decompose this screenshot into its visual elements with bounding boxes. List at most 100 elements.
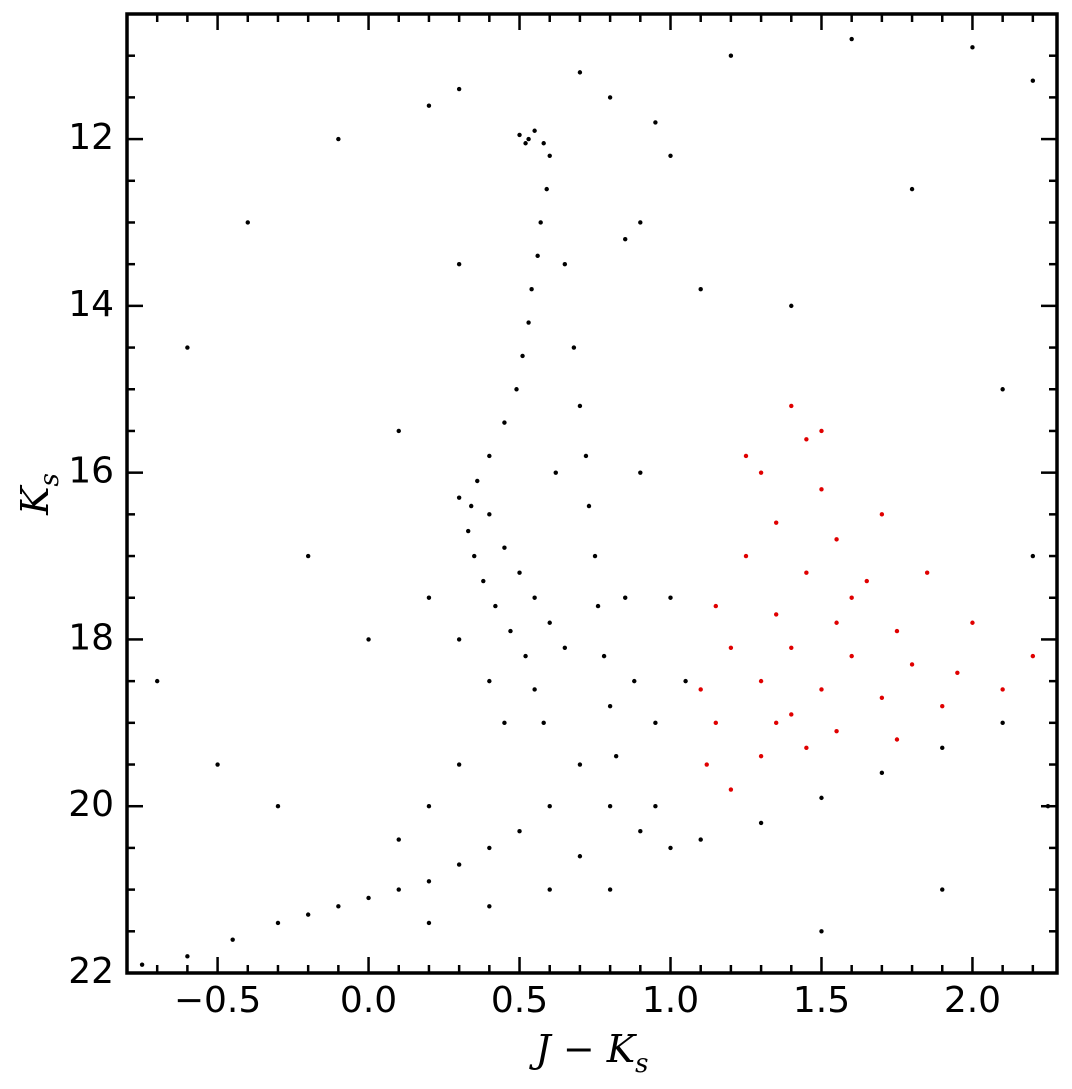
point: [879, 695, 885, 701]
point: [547, 620, 552, 625]
point: [653, 804, 658, 809]
point: [819, 428, 824, 434]
point: [601, 653, 607, 659]
point: [758, 753, 764, 759]
point: [819, 929, 824, 934]
point: [535, 253, 540, 259]
point: [653, 720, 658, 726]
point: [773, 520, 779, 525]
point: [668, 845, 673, 851]
point: [456, 495, 462, 500]
point: [366, 895, 371, 901]
x-axis-label: J − Ks: [529, 1027, 649, 1079]
point: [698, 837, 703, 842]
point: [613, 753, 619, 759]
point: [758, 820, 764, 826]
point: [396, 837, 401, 842]
point: [215, 762, 220, 767]
point: [336, 136, 341, 142]
point: [819, 487, 824, 492]
point: [632, 678, 637, 684]
point: [940, 887, 945, 892]
point: [728, 53, 734, 58]
point: [728, 645, 734, 650]
point: [789, 403, 794, 409]
point: [541, 720, 546, 726]
point: [541, 141, 546, 146]
point: [538, 220, 543, 225]
point: [894, 628, 900, 634]
point: [472, 553, 477, 559]
point: [577, 762, 583, 767]
point: [638, 470, 643, 475]
x-tick-label: 2.0: [944, 980, 1001, 1021]
point: [426, 879, 432, 884]
x-label-sub: s: [635, 1049, 648, 1079]
point: [508, 628, 513, 634]
point: [607, 804, 613, 809]
point: [773, 720, 779, 726]
point: [456, 862, 462, 867]
point: [562, 645, 568, 650]
point: [789, 645, 794, 650]
x-tick-label: 1.5: [793, 980, 850, 1021]
point: [758, 678, 764, 684]
point: [481, 578, 486, 584]
point: [526, 320, 531, 325]
point: [487, 678, 492, 684]
point: [469, 503, 474, 509]
point: [426, 103, 432, 108]
point: [544, 186, 549, 192]
point: [592, 553, 598, 559]
point: [819, 795, 824, 801]
point: [789, 303, 794, 309]
point: [245, 220, 250, 225]
point: [487, 845, 492, 851]
point: [456, 261, 462, 267]
point: [623, 595, 628, 600]
point: [426, 804, 432, 809]
point: [955, 670, 960, 675]
point: [819, 687, 824, 692]
point: [571, 345, 577, 350]
point: [577, 70, 583, 75]
point: [879, 512, 885, 517]
point: [940, 703, 945, 709]
point: [713, 603, 718, 609]
point: [547, 153, 552, 158]
y-tick-label: 12: [68, 117, 114, 158]
point: [426, 920, 432, 926]
point: [517, 132, 522, 138]
point: [849, 36, 854, 42]
y-axis-label: Ks: [13, 473, 65, 516]
point: [553, 470, 558, 475]
point: [517, 829, 522, 834]
point: [139, 962, 145, 967]
point: [1030, 553, 1036, 559]
point: [773, 612, 779, 617]
point: [970, 620, 975, 625]
point: [532, 595, 537, 600]
point: [940, 745, 945, 751]
plot-frame: [125, 12, 1059, 975]
y-label-sub: s: [35, 473, 65, 486]
point: [396, 887, 401, 892]
point: [529, 286, 534, 292]
point: [758, 470, 764, 475]
point: [894, 737, 900, 742]
point: [834, 537, 839, 542]
point: [493, 603, 498, 609]
point: [526, 136, 531, 142]
point: [562, 261, 568, 267]
point: [834, 728, 839, 734]
point: [804, 745, 809, 751]
point: [683, 678, 688, 684]
y-tick-label: 20: [68, 784, 114, 825]
point: [804, 437, 809, 442]
point: [154, 678, 160, 684]
point: [698, 286, 703, 292]
point: [502, 545, 507, 550]
point: [704, 762, 709, 767]
point: [275, 804, 281, 809]
